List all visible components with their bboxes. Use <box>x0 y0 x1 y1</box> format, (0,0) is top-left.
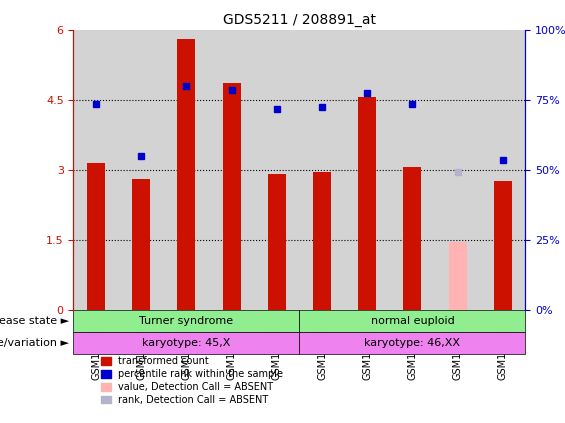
Bar <box>449 242 467 310</box>
Bar <box>254 30 299 310</box>
Text: genotype/variation ►: genotype/variation ► <box>0 338 69 348</box>
Bar <box>223 83 241 310</box>
Bar <box>313 172 331 310</box>
Text: normal euploid: normal euploid <box>371 316 454 326</box>
Bar <box>132 179 150 310</box>
Bar <box>268 174 286 310</box>
Title: GDS5211 / 208891_at: GDS5211 / 208891_at <box>223 13 376 27</box>
Text: GSM1411021: GSM1411021 <box>91 315 101 380</box>
Bar <box>345 30 390 310</box>
Text: Turner syndrome: Turner syndrome <box>140 316 233 326</box>
Bar <box>435 30 480 310</box>
Bar <box>164 30 209 310</box>
Text: GSM1411023: GSM1411023 <box>181 315 192 380</box>
FancyBboxPatch shape <box>73 332 299 354</box>
FancyBboxPatch shape <box>299 332 525 354</box>
Text: GSM1411026: GSM1411026 <box>317 315 327 380</box>
Text: GSM1411030: GSM1411030 <box>498 315 508 380</box>
Legend: transformed count, percentile rank within the sample, value, Detection Call = AB: transformed count, percentile rank withi… <box>101 357 284 405</box>
Bar <box>480 30 525 310</box>
Bar <box>119 30 164 310</box>
Bar <box>494 181 512 310</box>
Bar <box>87 162 105 310</box>
Text: GSM1411024: GSM1411024 <box>227 315 237 380</box>
Text: GSM1411027: GSM1411027 <box>362 315 372 380</box>
Bar <box>390 30 435 310</box>
FancyBboxPatch shape <box>73 310 299 332</box>
Bar <box>209 30 254 310</box>
Text: disease state ►: disease state ► <box>0 316 69 326</box>
Bar <box>73 30 119 310</box>
Bar <box>403 167 421 310</box>
Text: karyotype: 45,X: karyotype: 45,X <box>142 338 231 348</box>
Text: GSM1411028: GSM1411028 <box>407 315 418 380</box>
Text: GSM1411029: GSM1411029 <box>453 315 463 380</box>
Text: karyotype: 46,XX: karyotype: 46,XX <box>364 338 460 348</box>
Bar <box>358 97 376 310</box>
Text: GSM1411022: GSM1411022 <box>136 315 146 380</box>
Text: GSM1411025: GSM1411025 <box>272 315 282 380</box>
FancyBboxPatch shape <box>299 310 525 332</box>
Bar <box>177 39 195 310</box>
Bar <box>299 30 345 310</box>
